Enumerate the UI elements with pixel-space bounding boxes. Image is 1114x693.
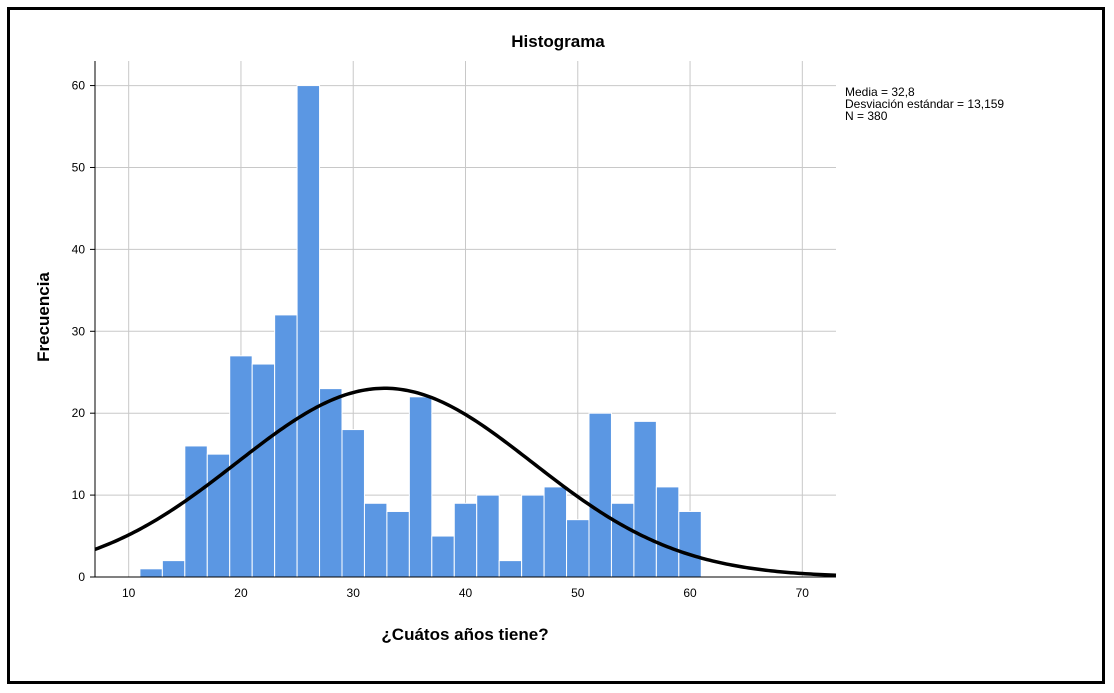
x-tick-label: 60 [683,586,697,600]
stat-std-dev: Desviación estándar = 13,159 [845,97,1004,111]
histogram-bar [588,412,612,578]
normal-curve-layer [94,386,837,577]
y-tick-label: 40 [72,242,86,256]
histogram-bar [521,494,545,578]
histogram-bar [610,502,635,578]
histogram-bar [319,388,343,578]
histogram-bar [296,85,321,578]
histogram-bar [453,502,478,578]
histogram-bar [476,494,500,578]
stat-mean: Media = 32,8 [845,85,915,99]
histogram-bar [184,445,208,578]
histogram-bar [139,568,163,578]
histogram-bar [678,510,702,578]
x-tick-label: 50 [571,586,585,600]
histogram-bar [386,510,410,578]
histogram-bar [566,519,590,578]
stats-box: Media = 32,8 Desviación estándar = 13,15… [845,85,1004,123]
histogram-bar [498,560,523,578]
tick-labels: 10 20 30 40 50 60 70 0 10 20 30 40 50 60 [72,79,810,600]
y-tick-label: 60 [72,79,86,93]
x-tick-label: 40 [459,586,473,600]
y-axis-title: Frecuencia [34,272,53,362]
y-tick-label: 10 [72,488,86,502]
histogram-bar [655,486,680,578]
histogram-bar [161,560,186,578]
histogram-bar [363,502,388,578]
x-tick-label: 10 [122,586,136,600]
histogram-bar [543,486,568,578]
x-tick-label: 30 [347,586,361,600]
x-axis-title: ¿Cuátos años tiene? [381,625,548,644]
normal-curve [94,386,837,577]
histogram-bar [251,363,276,578]
y-tick-label: 0 [78,570,85,584]
x-tick-label: 70 [796,586,810,600]
x-tick-label: 20 [234,586,248,600]
axes [90,61,836,578]
histogram-bar [408,396,433,578]
y-tick-label: 50 [72,160,86,174]
histogram-bar [341,429,365,578]
histogram-bar [274,314,298,578]
y-tick-label: 20 [72,406,86,420]
histogram-bar [633,420,657,578]
chart-title: Histograma [511,32,605,51]
histogram-bar [431,535,455,578]
y-tick-label: 30 [72,324,86,338]
stat-n: N = 380 [845,109,888,123]
